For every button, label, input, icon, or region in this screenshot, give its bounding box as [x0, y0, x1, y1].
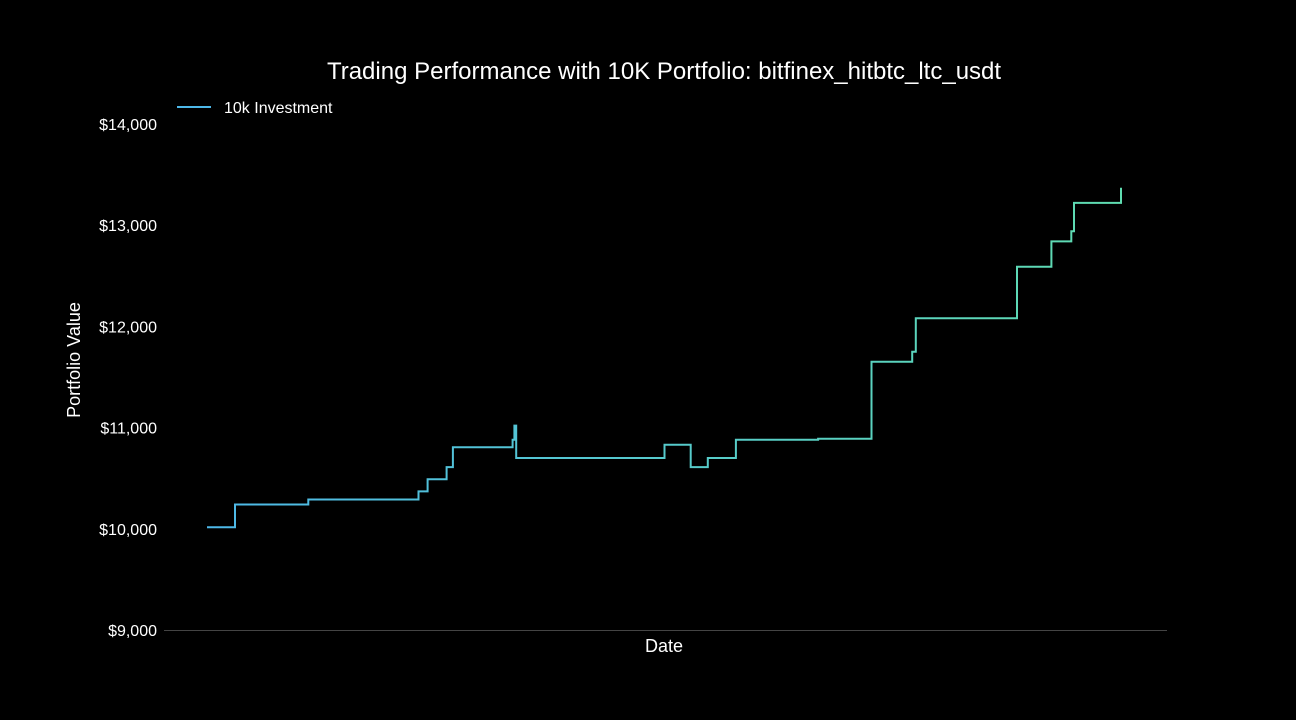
series-line-10k-investment: [207, 187, 1122, 529]
y-tick-label: $11,000: [100, 421, 157, 438]
y-axis-ticks: $9,000 $10,000 $11,000 $12,000 $13,000 $14,00…: [99, 117, 157, 640]
y-tick-label: $9,000: [108, 623, 157, 640]
y-tick-label: $12,000: [99, 319, 157, 336]
chart-title: Trading Performance with 10K Portfolio: …: [327, 58, 1001, 85]
y-tick-label: $13,000: [99, 218, 157, 235]
y-tick-label: $10,000: [99, 522, 157, 539]
y-tick-label: $14,000: [99, 117, 157, 134]
y-axis-label: Portfolio Value: [64, 302, 84, 418]
legend: 10k Investment: [177, 100, 333, 117]
legend-label: 10k Investment: [224, 100, 333, 117]
x-axis-label: Date: [645, 636, 683, 656]
